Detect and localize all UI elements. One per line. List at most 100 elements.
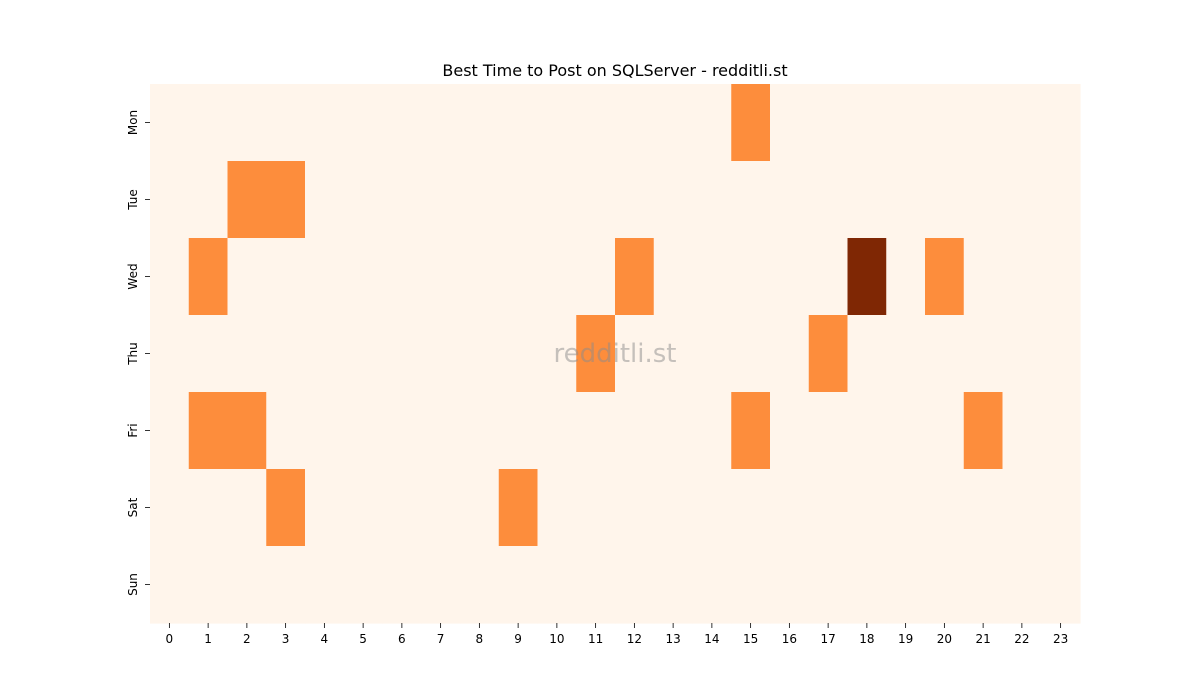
heatmap-cell-tue-3 xyxy=(266,161,306,239)
heatmap-cell-mon-16 xyxy=(770,84,810,162)
heatmap-cell-sat-20 xyxy=(925,469,965,547)
heatmap-cell-fri-23 xyxy=(1041,392,1081,470)
heatmap-cell-thu-15 xyxy=(731,315,771,393)
x-tick-label: 6 xyxy=(398,632,406,646)
x-tick-label: 10 xyxy=(549,632,564,646)
heatmap-cell-fri-0 xyxy=(150,392,190,470)
heatmap-cell-sat-19 xyxy=(886,469,926,547)
y-tick-label: Mon xyxy=(126,110,140,135)
heatmap-cell-wed-18 xyxy=(847,238,887,316)
heatmap-cell-mon-20 xyxy=(925,84,965,162)
heatmap-cell-wed-20 xyxy=(925,238,965,316)
heatmap-cell-fri-4 xyxy=(305,392,345,470)
heatmap-cell-thu-5 xyxy=(343,315,384,393)
x-tick-label: 7 xyxy=(437,632,445,646)
heatmap-cell-thu-20 xyxy=(925,315,965,393)
x-tick-label: 5 xyxy=(359,632,367,646)
heatmap-cell-tue-19 xyxy=(886,161,926,239)
heatmap-cell-thu-14 xyxy=(692,315,732,393)
heatmap-cell-wed-11 xyxy=(576,238,616,316)
heatmap-cell-tue-16 xyxy=(770,161,810,239)
heatmap-cell-wed-2 xyxy=(227,238,267,316)
heatmap-cell-fri-12 xyxy=(615,392,655,470)
heatmap-cell-sat-2 xyxy=(227,469,267,547)
heatmap-cell-mon-9 xyxy=(498,84,539,162)
heatmap-cell-tue-10 xyxy=(537,161,577,239)
heatmap-cell-tue-23 xyxy=(1041,161,1081,239)
heatmap-cell-mon-23 xyxy=(1041,84,1081,162)
heatmap-cell-sat-10 xyxy=(537,469,577,547)
heatmap-cell-sat-18 xyxy=(847,469,887,547)
heatmap-cell-sat-15 xyxy=(731,469,771,547)
heatmap-cell-thu-18 xyxy=(847,315,887,393)
heatmap-cell-sun-21 xyxy=(963,546,1004,624)
heatmap-cell-sat-4 xyxy=(305,469,345,547)
heatmap-cell-sun-8 xyxy=(460,546,500,624)
heatmap-cell-tue-9 xyxy=(498,161,539,239)
heatmap-cell-mon-13 xyxy=(653,84,694,162)
heatmap-cell-sun-17 xyxy=(808,546,849,624)
chart-title: Best Time to Post on SQLServer - redditl… xyxy=(442,61,787,80)
heatmap-cell-sat-3 xyxy=(266,469,306,547)
heatmap-cell-thu-6 xyxy=(382,315,422,393)
heatmap-cell-mon-19 xyxy=(886,84,926,162)
heatmap-cell-tue-6 xyxy=(382,161,422,239)
heatmap-cell-sun-15 xyxy=(731,546,771,624)
heatmap-cell-fri-10 xyxy=(537,392,577,470)
heatmap-cell-fri-17 xyxy=(808,392,849,470)
heatmap-cell-mon-7 xyxy=(421,84,461,162)
heatmap-cell-tue-18 xyxy=(847,161,887,239)
heatmap-cell-fri-7 xyxy=(421,392,461,470)
heatmap-cell-sun-6 xyxy=(382,546,422,624)
heatmap-cell-fri-13 xyxy=(653,392,694,470)
heatmap-cell-wed-3 xyxy=(266,238,306,316)
heatmap-cell-sat-17 xyxy=(808,469,849,547)
heatmap-cell-sun-14 xyxy=(692,546,732,624)
heatmap-cell-sun-11 xyxy=(576,546,616,624)
heatmap-cell-wed-16 xyxy=(770,238,810,316)
heatmap-cell-sun-9 xyxy=(498,546,539,624)
heatmap-cell-tue-2 xyxy=(227,161,267,239)
x-tick-label: 16 xyxy=(782,632,797,646)
heatmap-cell-wed-14 xyxy=(692,238,732,316)
x-tick-label: 13 xyxy=(665,632,680,646)
heatmap-cell-wed-8 xyxy=(460,238,500,316)
heatmap-cell-sat-9 xyxy=(498,469,539,547)
heatmap-cell-sun-5 xyxy=(343,546,384,624)
heatmap-cell-mon-17 xyxy=(808,84,849,162)
heatmap-cell-thu-22 xyxy=(1002,315,1042,393)
heatmap-cell-tue-7 xyxy=(421,161,461,239)
heatmap-cell-mon-21 xyxy=(963,84,1004,162)
heatmap-cell-mon-14 xyxy=(692,84,732,162)
y-tick-label: Tue xyxy=(126,189,140,211)
x-tick-label: 3 xyxy=(282,632,290,646)
heatmap-cell-sat-16 xyxy=(770,469,810,547)
heatmap-cell-sat-5 xyxy=(343,469,384,547)
heatmap-cell-mon-12 xyxy=(615,84,655,162)
heatmap-cell-sat-0 xyxy=(150,469,190,547)
y-tick-label: Sun xyxy=(126,573,140,596)
heatmap-cell-thu-2 xyxy=(227,315,267,393)
heatmap-cell-tue-0 xyxy=(150,161,190,239)
heatmap-cell-sun-10 xyxy=(537,546,577,624)
heatmap-cell-thu-10 xyxy=(537,315,577,393)
heatmap-cell-wed-1 xyxy=(188,238,229,316)
heatmap-cell-tue-13 xyxy=(653,161,694,239)
x-tick-label: 2 xyxy=(243,632,251,646)
y-tick-label: Wed xyxy=(126,263,140,289)
heatmap-cell-fri-5 xyxy=(343,392,384,470)
heatmap-cell-wed-5 xyxy=(343,238,384,316)
heatmap-cell-wed-9 xyxy=(498,238,539,316)
heatmap-cell-wed-10 xyxy=(537,238,577,316)
heatmap-cell-thu-17 xyxy=(808,315,849,393)
heatmap-cell-wed-7 xyxy=(421,238,461,316)
heatmap-cell-wed-4 xyxy=(305,238,345,316)
heatmap-cell-fri-9 xyxy=(498,392,539,470)
heatmap-cell-mon-4 xyxy=(305,84,345,162)
heatmap-cell-sun-16 xyxy=(770,546,810,624)
heatmap-cell-sun-13 xyxy=(653,546,694,624)
heatmap-cell-thu-9 xyxy=(498,315,539,393)
heatmap-cell-fri-15 xyxy=(731,392,771,470)
heatmap-cell-wed-19 xyxy=(886,238,926,316)
heatmap-cell-sun-18 xyxy=(847,546,887,624)
